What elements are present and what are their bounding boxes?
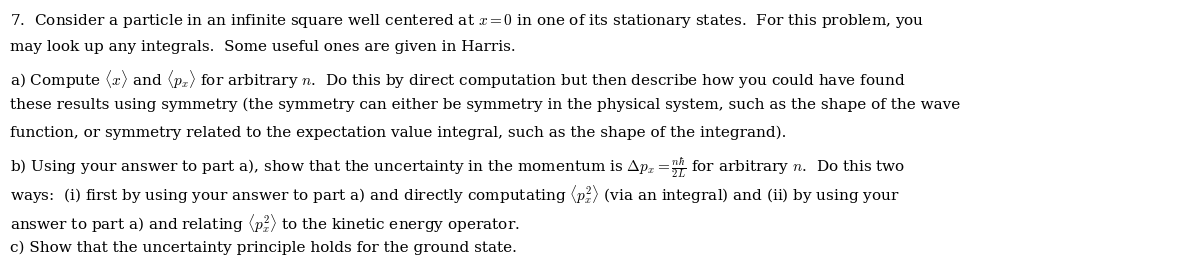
Text: these results using symmetry (the symmetry can either be symmetry in the physica: these results using symmetry (the symmet… (10, 98, 960, 112)
Text: c) Show that the uncertainty principle holds for the ground state.: c) Show that the uncertainty principle h… (10, 240, 516, 255)
Text: answer to part a) and relating $\langle p_x^2 \rangle$ to the kinetic energy ope: answer to part a) and relating $\langle … (10, 212, 520, 235)
Text: 7.  Consider a particle in an infinite square well centered at $x = 0$ in one of: 7. Consider a particle in an infinite sq… (10, 12, 924, 30)
Text: function, or symmetry related to the expectation value integral, such as the sha: function, or symmetry related to the exp… (10, 126, 786, 140)
Text: b) Using your answer to part a), show that the uncertainty in the momentum is $\: b) Using your answer to part a), show th… (10, 155, 905, 180)
Text: may look up any integrals.  Some useful ones are given in Harris.: may look up any integrals. Some useful o… (10, 40, 515, 54)
Text: ways:  (i) first by using your answer to part a) and directly computating $\lang: ways: (i) first by using your answer to … (10, 183, 900, 206)
Text: a) Compute $\langle x \rangle$ and $\langle p_x \rangle$ for arbitrary $n$.  Do : a) Compute $\langle x \rangle$ and $\lan… (10, 69, 905, 91)
